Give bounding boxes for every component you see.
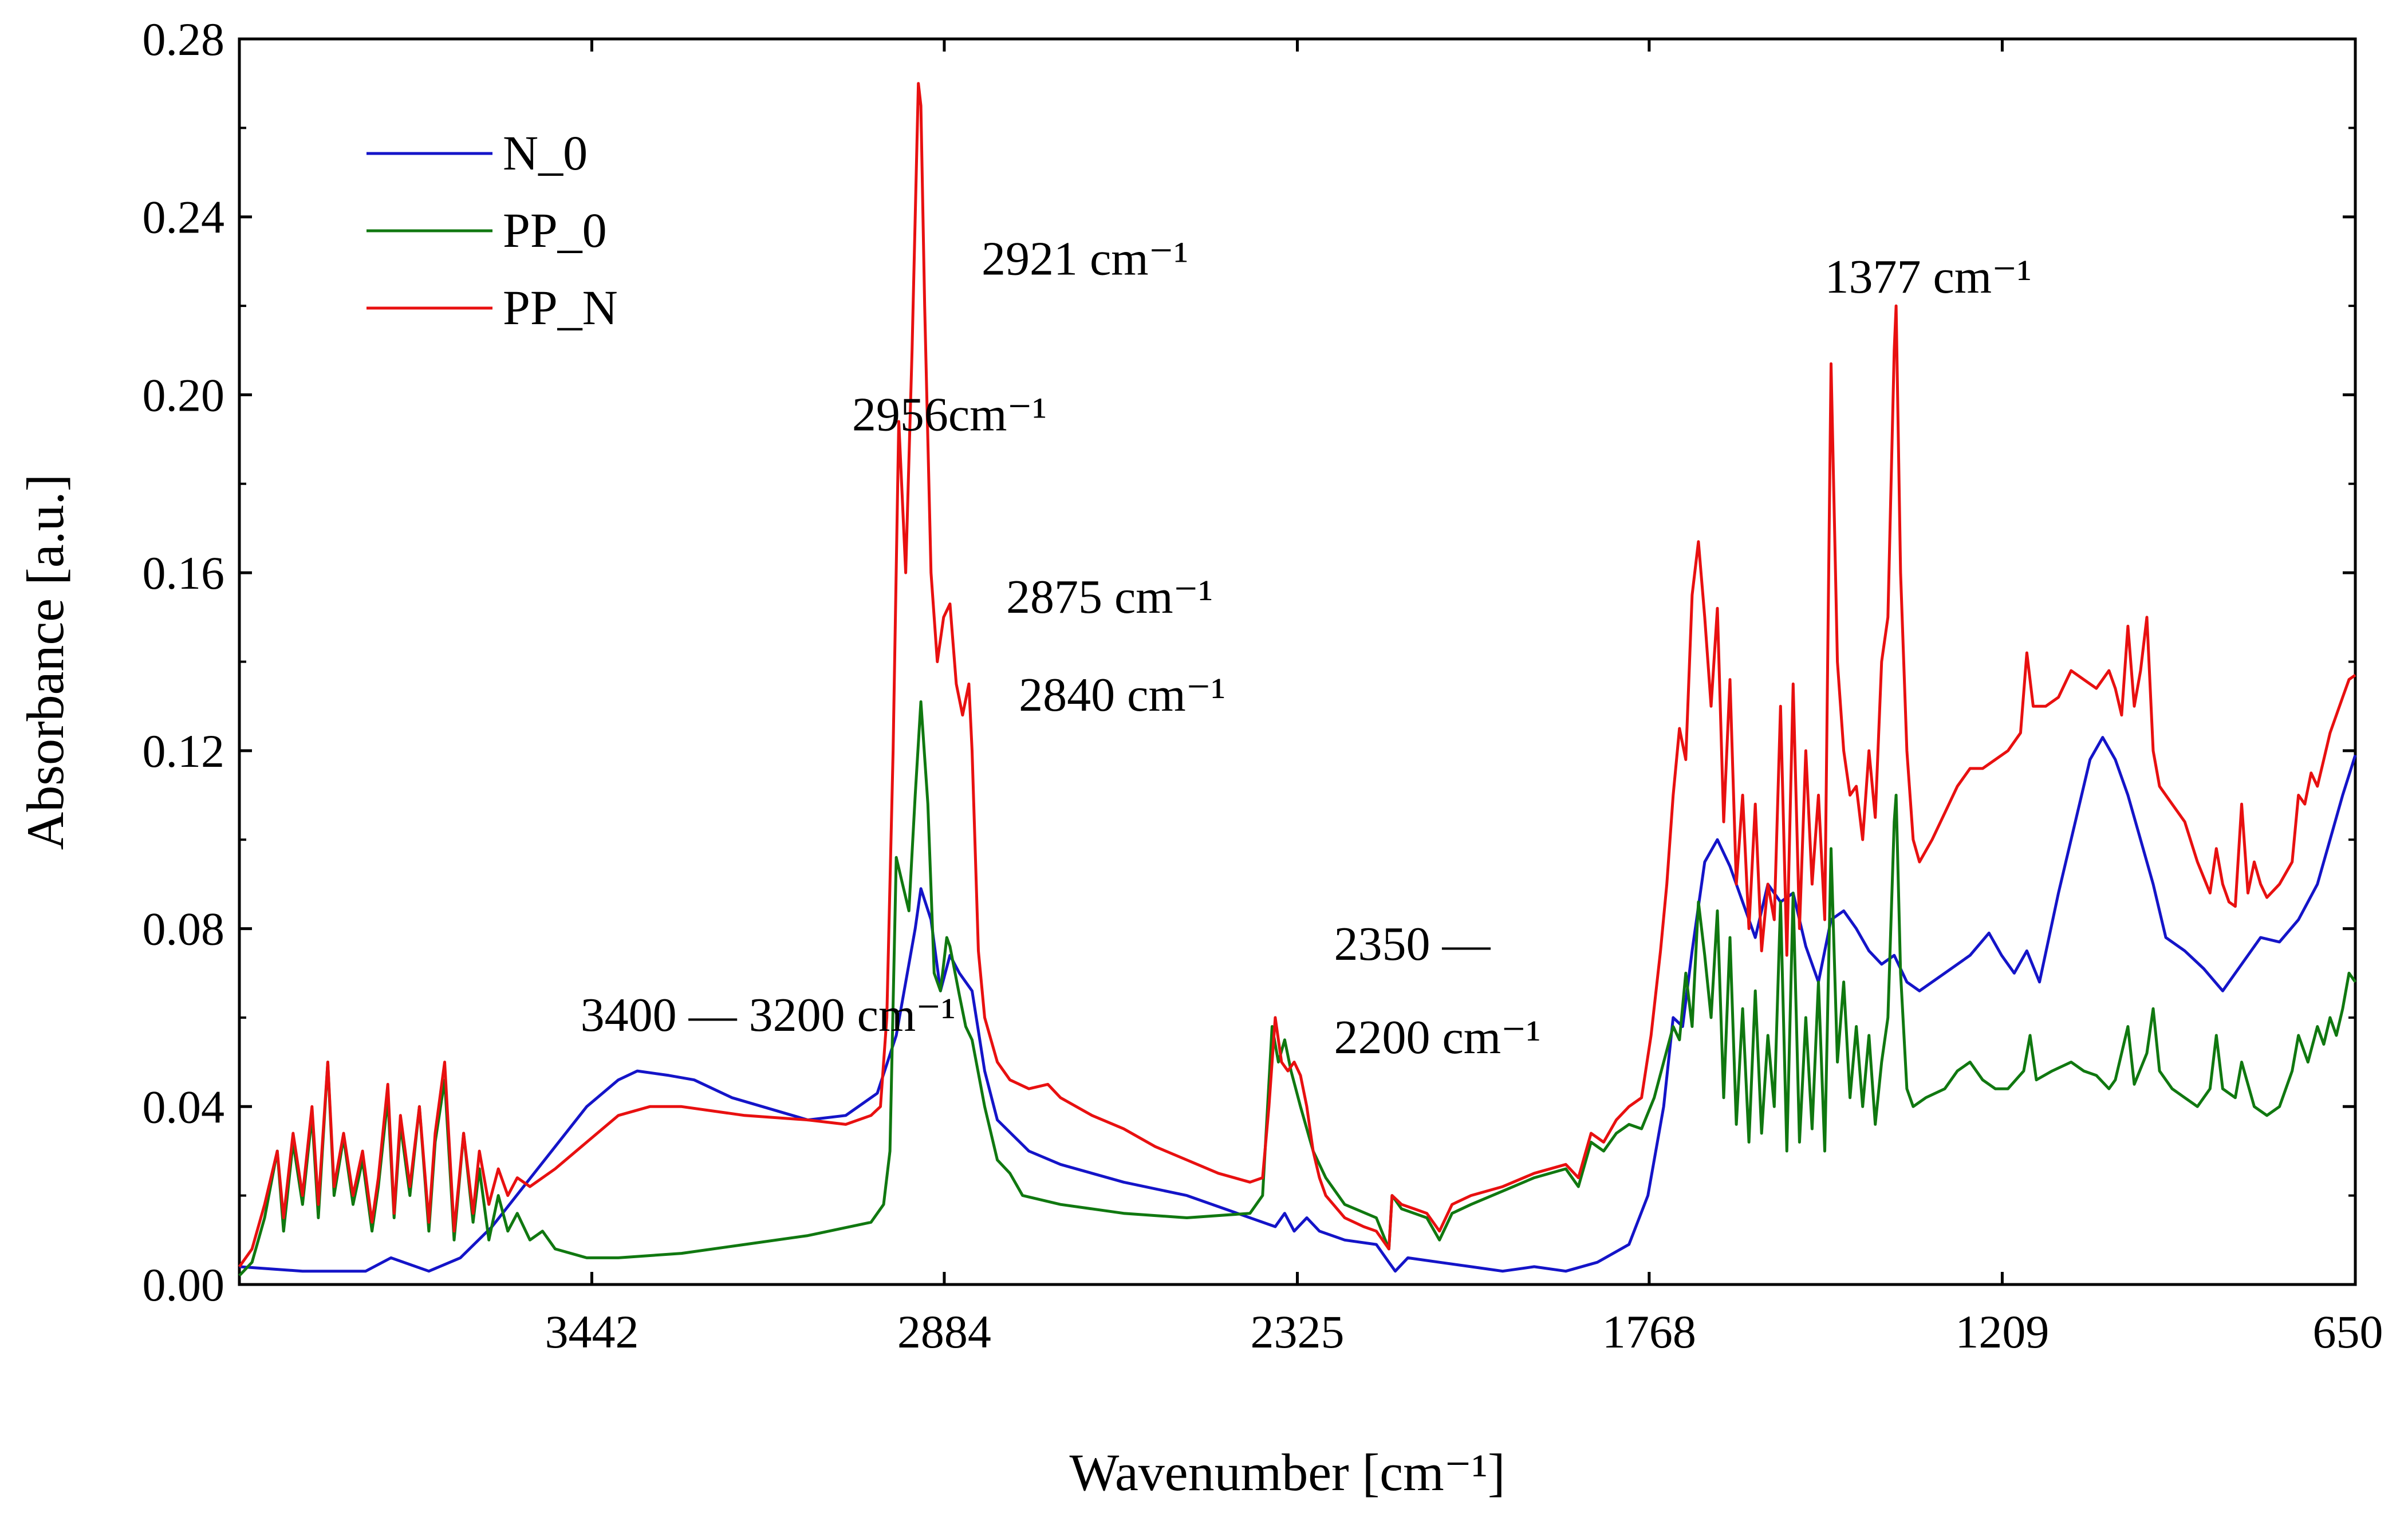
legend-label: PP_N [503,280,618,335]
peak-annotation: 2200 cm⁻¹ [1334,1011,1540,1064]
peak-annotation: 2875 cm⁻¹ [1006,570,1213,624]
y-axis-title: Absorbance [a.u.] [16,474,74,850]
x-tick-label: 2884 [897,1306,991,1358]
x-tick-label: 1209 [1955,1306,2049,1358]
peak-annotation: 2350 — [1334,917,1491,971]
legend-label: N_0 [503,125,588,180]
peak-annotation: 2921 cm⁻¹ [982,233,1188,286]
series-line-pp-n [238,82,2356,1268]
x-tick-label: 2325 [1251,1306,1345,1358]
legend: N_0 PP_0 PP_N [366,125,618,335]
annotation-layer: 2921 cm⁻¹ 2956cm⁻¹ 2875 cm⁻¹ 2840 cm⁻¹ 1377 … [581,233,2032,1064]
peak-annotation: 3400 — 3200 cm⁻¹ [581,988,956,1042]
y-tick-label: 0.12 [143,725,225,777]
x-axis-ticks: 3442 2884 2325 1768 1209 650 [545,39,2383,1358]
legend-label: PP_0 [503,203,607,258]
y-tick-label: 0.20 [143,369,225,421]
y-minor-ticks [239,127,2355,1197]
peak-annotation: 1377 cm⁻¹ [1824,250,2031,304]
y-tick-label: 0.28 [143,13,225,65]
y-tick-label: 0.00 [143,1259,225,1311]
x-axis-title: Wavenumber [cm⁻¹] [1070,1443,1506,1502]
y-tick-label: 0.04 [143,1081,225,1133]
x-tick-label: 3442 [545,1306,639,1358]
y-tick-label: 0.08 [143,903,225,955]
y-tick-label: 0.16 [143,547,225,599]
peak-annotation: 2840 cm⁻¹ [1019,668,1225,722]
series-line-pp-0 [238,700,2357,1277]
y-axis-ticks: 0.00 0.04 0.08 0.12 0.16 0.20 0.24 0.28 [143,13,2355,1311]
x-tick-label: 650 [2313,1306,2383,1358]
y-tick-label: 0.24 [143,191,225,243]
x-tick-label: 1768 [1602,1306,1696,1358]
series-layer [238,82,2357,1277]
peak-annotation: 2956cm⁻¹ [852,388,1047,442]
series-line-n-0 [239,736,2357,1273]
